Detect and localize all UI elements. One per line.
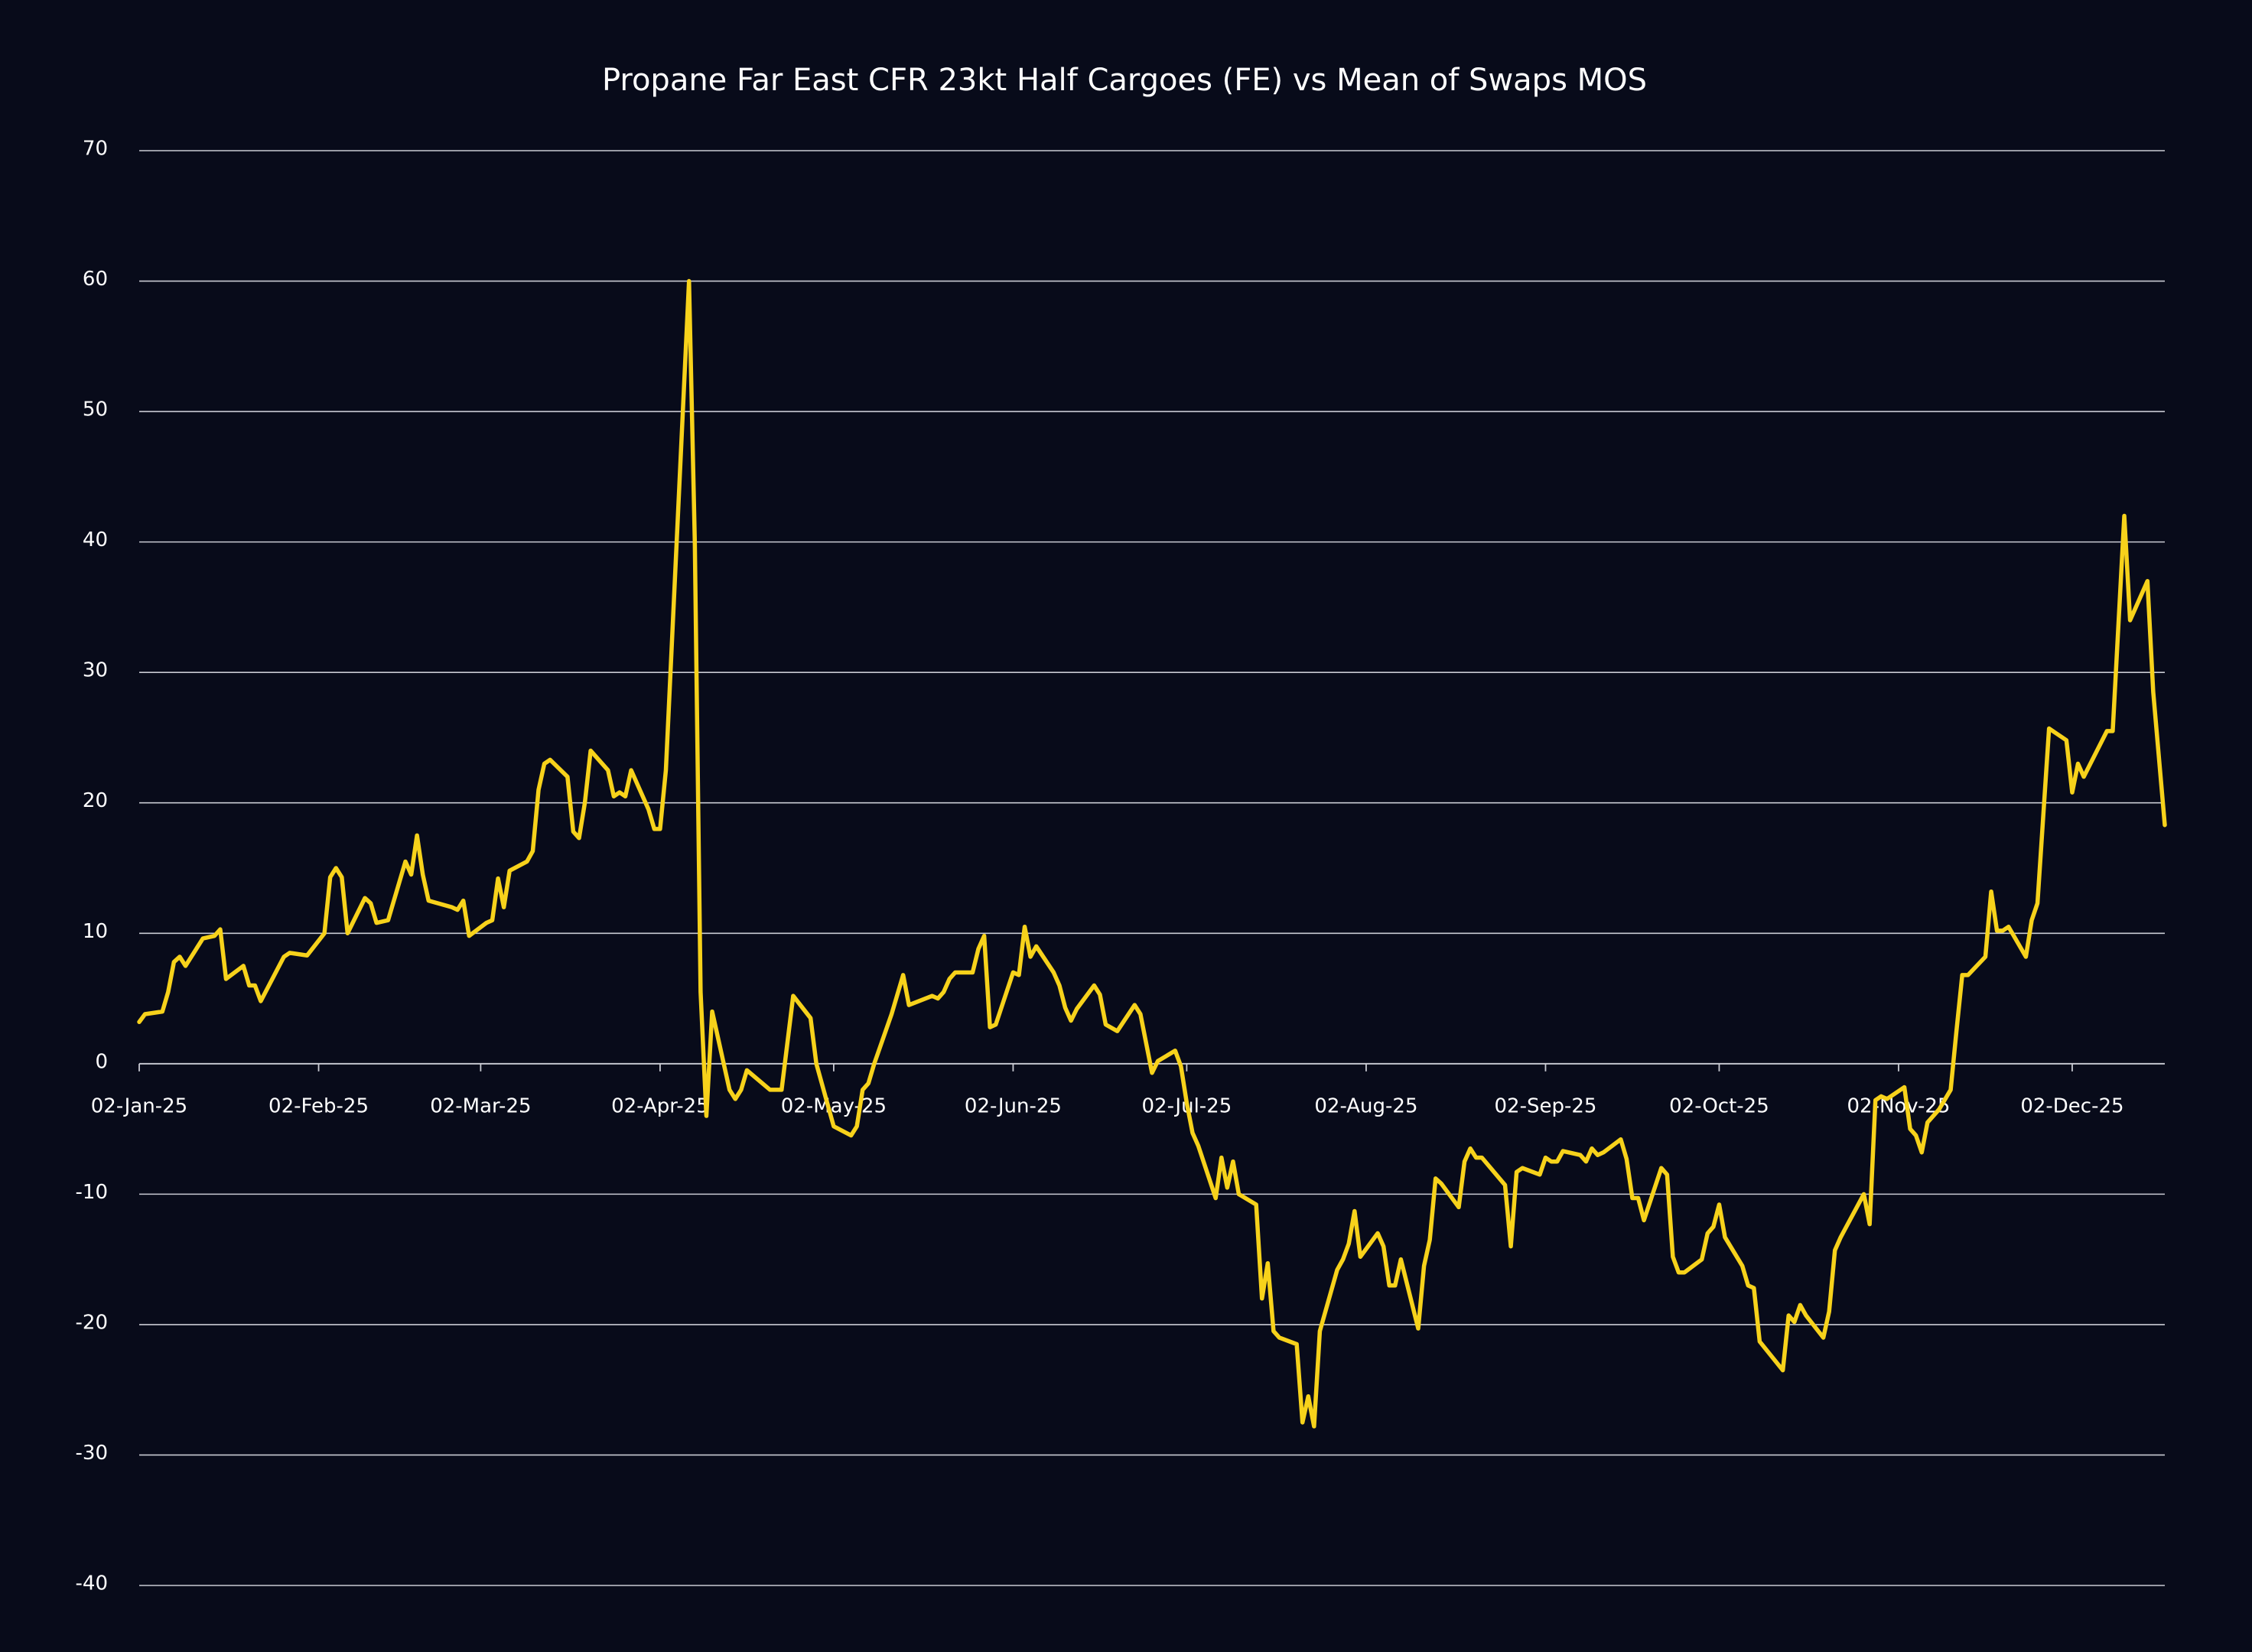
x-tick-label: 02-May-25 — [781, 1094, 887, 1117]
y-tick-label: -10 — [76, 1181, 108, 1204]
plot — [137, 278, 2167, 1429]
y-tick-label: 10 — [83, 920, 108, 943]
x-tick-label: 02-Jan-25 — [91, 1094, 187, 1117]
y-tick-label: 50 — [83, 398, 108, 421]
y-tick-label: 70 — [83, 138, 108, 161]
x-tick-label: 02-Mar-25 — [430, 1094, 531, 1117]
x-tick-label: 02-Apr-25 — [611, 1094, 709, 1117]
x-tick-label: 02-Oct-25 — [1669, 1094, 1769, 1117]
y-tick-label: 20 — [83, 789, 108, 812]
chart-title: Propane Far East CFR 23kt Half Cargoes (… — [602, 63, 1647, 98]
y-tick-label: 0 — [95, 1050, 108, 1073]
x-tick-label: 02-Sep-25 — [1494, 1094, 1596, 1117]
y-tick-label: 60 — [83, 268, 108, 291]
y-tick-label: -30 — [76, 1442, 108, 1465]
x-tick-label: 02-Dec-25 — [2020, 1094, 2123, 1117]
x-tick-label: 02-Jun-25 — [965, 1094, 1062, 1117]
y-tick-label: 30 — [83, 659, 108, 682]
y-tick-label: -40 — [76, 1572, 108, 1595]
x-tick-label: 02-Aug-25 — [1314, 1094, 1417, 1117]
data-line — [137, 278, 2167, 1429]
x-tick-label: 02-Feb-25 — [268, 1094, 369, 1117]
y-tick-label: 40 — [83, 528, 108, 551]
y-tick-label: -20 — [76, 1311, 108, 1334]
